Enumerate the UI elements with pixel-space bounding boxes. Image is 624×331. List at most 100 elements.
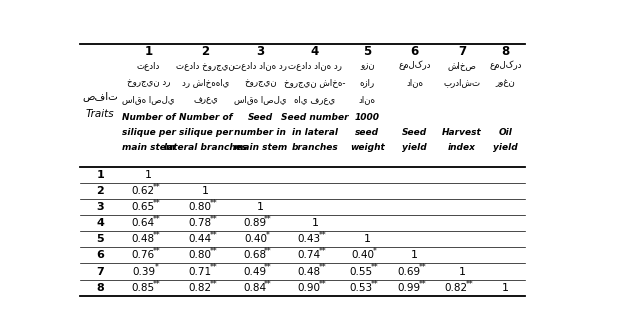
Text: عملکرد: عملکرد [489,61,522,70]
Text: 3: 3 [256,45,265,58]
Text: 0.80: 0.80 [188,202,212,212]
Text: silique per: silique per [122,128,175,137]
Text: هاي فرعي: هاي فرعي [295,95,336,104]
Text: 0.74: 0.74 [298,251,321,260]
Text: 0.85: 0.85 [131,283,154,293]
Text: **: ** [371,279,379,289]
Text: 0.90: 0.90 [298,283,321,293]
Text: index: index [448,143,476,152]
Text: Number of: Number of [179,113,232,122]
Text: 0.40: 0.40 [245,234,268,244]
Text: number in: number in [235,128,286,137]
Text: **: ** [371,263,379,272]
Text: weight: weight [350,143,384,152]
Text: 7: 7 [96,266,104,276]
Text: **: ** [264,247,272,257]
Text: 0.49: 0.49 [243,266,266,276]
Text: **: ** [210,263,217,272]
Text: 1: 1 [364,234,371,244]
Text: 4: 4 [96,218,104,228]
Text: 0.99: 0.99 [397,283,421,293]
Text: روغن: روغن [495,78,515,87]
Text: 1: 1 [96,170,104,180]
Text: **: ** [319,263,326,272]
Text: main stem: main stem [234,143,287,152]
Text: 0.65: 0.65 [131,202,154,212]
Text: **: ** [466,279,474,289]
Text: **: ** [210,279,217,289]
Text: **: ** [319,247,326,257]
Text: 1: 1 [411,251,418,260]
Text: 0.44: 0.44 [188,234,212,244]
Text: **: ** [419,279,426,289]
Text: 0.40: 0.40 [351,251,374,260]
Text: in lateral: in lateral [292,128,338,137]
Text: 0.82: 0.82 [445,283,468,293]
Text: Number of: Number of [122,113,175,122]
Text: *: * [266,231,270,240]
Text: ساقه اصلي: ساقه اصلي [122,95,175,104]
Text: در شاخههاي: در شاخههاي [182,78,230,87]
Text: **: ** [319,231,326,240]
Text: 0.68: 0.68 [243,251,266,260]
Text: تعداد خورجين: تعداد خورجين [177,61,235,70]
Text: فرعي: فرعي [193,95,218,104]
Text: 0.55: 0.55 [350,266,373,276]
Text: 0.80: 0.80 [188,251,212,260]
Text: 6: 6 [96,251,104,260]
Text: **: ** [210,231,217,240]
Text: 0.78: 0.78 [188,218,212,228]
Text: 0.48: 0.48 [131,234,154,244]
Text: 0.89: 0.89 [243,218,266,228]
Text: **: ** [264,263,272,272]
Text: 1: 1 [502,283,509,293]
Text: 1: 1 [145,170,152,180]
Text: Seed number: Seed number [281,113,349,122]
Text: **: ** [152,279,160,289]
Text: 5: 5 [97,234,104,244]
Text: Seed: Seed [402,128,427,137]
Text: **: ** [264,279,272,289]
Text: **: ** [210,247,217,257]
Text: 0.62: 0.62 [131,186,154,196]
Text: Oil: Oil [499,128,512,137]
Text: 1: 1 [459,266,466,276]
Text: 7: 7 [458,45,466,58]
Text: 1: 1 [257,202,264,212]
Text: 5: 5 [363,45,371,58]
Text: **: ** [210,215,217,224]
Text: 0.43: 0.43 [298,234,321,244]
Text: 1: 1 [145,45,153,58]
Text: main stem: main stem [122,143,175,152]
Text: lateral branches: lateral branches [164,143,247,152]
Text: yield: yield [493,143,518,152]
Text: **: ** [152,247,160,257]
Text: خورجين در: خورجين در [127,78,170,87]
Text: 1000: 1000 [354,113,379,122]
Text: seed: seed [355,128,379,137]
Text: 8: 8 [501,45,510,58]
Text: **: ** [419,263,426,272]
Text: برداشت: برداشت [444,78,480,87]
Text: صفات: صفات [82,91,118,101]
Text: ساقه اصلي: ساقه اصلي [234,95,286,104]
Text: Seed: Seed [248,113,273,122]
Text: شاخص: شاخص [447,61,476,70]
Text: yield: yield [402,143,427,152]
Text: **: ** [264,215,272,224]
Text: 0.84: 0.84 [243,283,266,293]
Text: **: ** [152,199,160,208]
Text: branches: branches [291,143,338,152]
Text: **: ** [152,183,160,192]
Text: 4: 4 [311,45,319,58]
Text: *: * [154,263,158,272]
Text: 6: 6 [411,45,419,58]
Text: دانه: دانه [359,95,376,104]
Text: 0.69: 0.69 [397,266,421,276]
Text: 0.71: 0.71 [188,266,212,276]
Text: 8: 8 [96,283,104,293]
Text: *: * [373,247,377,257]
Text: 0.53: 0.53 [350,283,373,293]
Text: 0.39: 0.39 [133,266,156,276]
Text: دانه: دانه [406,78,423,87]
